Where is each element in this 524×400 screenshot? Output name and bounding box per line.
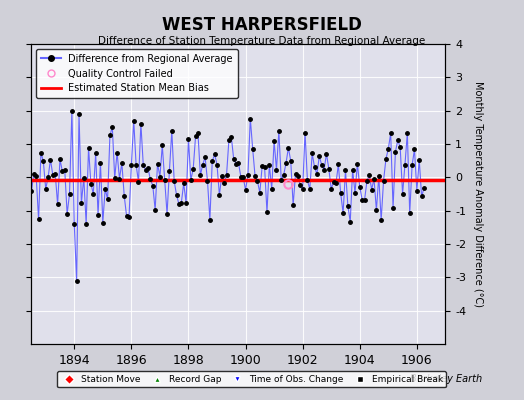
Y-axis label: Monthly Temperature Anomaly Difference (°C): Monthly Temperature Anomaly Difference (…	[473, 81, 483, 307]
Text: WEST HARPERSFIELD: WEST HARPERSFIELD	[162, 16, 362, 34]
Legend: Station Move, Record Gap, Time of Obs. Change, Empirical Break: Station Move, Record Gap, Time of Obs. C…	[57, 371, 446, 388]
Text: Berkeley Earth: Berkeley Earth	[410, 374, 482, 384]
Text: Difference of Station Temperature Data from Regional Average: Difference of Station Temperature Data f…	[99, 36, 425, 46]
Legend: Difference from Regional Average, Quality Control Failed, Estimated Station Mean: Difference from Regional Average, Qualit…	[36, 49, 238, 98]
